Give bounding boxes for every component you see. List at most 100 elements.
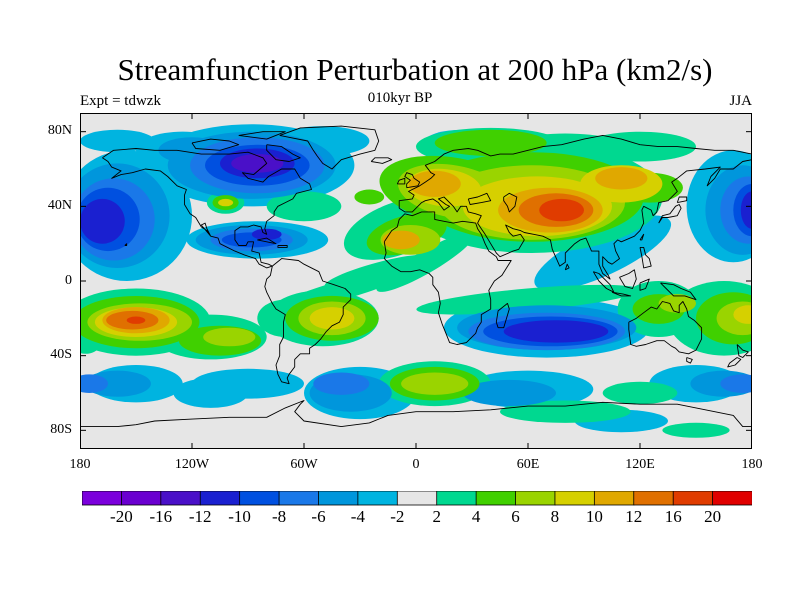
contour-fill: [669, 424, 723, 436]
contour-fill: [416, 284, 640, 315]
coastline: [639, 246, 652, 269]
coastline: [619, 269, 637, 289]
contour-fill: [462, 379, 556, 407]
contour-fill: [382, 230, 420, 250]
colorbar-swatch: [712, 491, 752, 506]
coastline: [396, 177, 406, 185]
coastline: [370, 157, 393, 164]
colorbar-swatch: [475, 491, 517, 506]
coastline: [676, 196, 688, 204]
coastline: [277, 245, 288, 248]
streamfunction-map: [80, 113, 752, 449]
colorbar-swatch: [554, 491, 596, 506]
coastline: [639, 278, 650, 291]
season-label: JJA: [729, 93, 752, 109]
colorbar-swatch: [318, 491, 359, 506]
colorbar-swatch: [672, 491, 714, 506]
colorbar-swatch: [396, 491, 438, 506]
lon-label-180w: 180: [69, 457, 91, 472]
lat-label-eq: 0: [65, 273, 72, 288]
colorbar-tick-label: -6: [311, 507, 326, 526]
contour-fill: [434, 129, 547, 156]
lon-label-120e: 120E: [625, 457, 655, 472]
coastline: [266, 144, 301, 162]
coastline: [80, 400, 752, 428]
colorbar-swatch: [633, 491, 674, 506]
map-title: Streamfunction Perturbation at 200 hPa (…: [117, 52, 713, 87]
coastline: [467, 192, 492, 205]
lat-label-40n: 40N: [47, 198, 72, 213]
coastline: [279, 125, 380, 170]
lon-label-60w: 60W: [290, 457, 318, 472]
coastline: [398, 134, 752, 280]
contour-fill: [203, 327, 256, 347]
contour-fill: [584, 131, 696, 162]
coastline: [257, 237, 277, 245]
contour-fill: [313, 372, 370, 395]
colorbar-tick-label: 12: [625, 507, 643, 526]
contour-fill: [126, 316, 146, 324]
coastline: [238, 131, 286, 140]
experiment-label: Expt = tdwzk: [80, 93, 161, 109]
coastline: [124, 243, 128, 246]
colorbar-tick-label: 20: [704, 507, 722, 526]
contour-fill: [80, 129, 155, 153]
contour-fill: [539, 198, 584, 222]
colorbar-tick-label: -8: [272, 507, 287, 526]
colorbar-tick-label: 8: [550, 507, 560, 526]
map-panel: [80, 113, 752, 449]
lon-label-0: 0: [412, 457, 420, 472]
colorbar-tick-label: -12: [188, 507, 212, 526]
contour-fill: [595, 167, 648, 190]
colorbar: [82, 491, 752, 506]
coastline: [191, 138, 240, 151]
lat-label-40s: 40S: [50, 347, 72, 362]
colorbar-tick-label: 10: [585, 507, 603, 526]
contour-fill: [720, 374, 752, 393]
contour-fill: [218, 198, 234, 207]
contour-fill: [80, 374, 108, 393]
colorbar-tick-label: -10: [228, 507, 251, 526]
contour-fill: [733, 305, 752, 324]
coastline: [564, 263, 570, 271]
colorbar-swatch: [121, 491, 162, 506]
coastline: [736, 344, 749, 358]
colorbar-tick-label: -2: [390, 507, 405, 526]
lon-label-60e: 60E: [516, 457, 540, 472]
lat-label-80n: 80N: [47, 123, 72, 138]
lat-label-80s: 80S: [50, 422, 72, 437]
coastline: [686, 357, 693, 364]
contour-fill: [658, 294, 696, 313]
colorbar-tick-label: 4: [471, 507, 481, 526]
colorbar-swatch: [199, 491, 241, 506]
coastline: [102, 148, 312, 269]
colorbar-tick-label: 16: [664, 507, 682, 526]
colorbar-swatch: [278, 491, 320, 506]
coastline: [628, 301, 703, 355]
colorbar-swatch: [515, 491, 556, 506]
coastline: [383, 211, 512, 345]
colorbar-tick-label: 6: [511, 507, 520, 526]
lon-label-120w: 120W: [174, 457, 210, 472]
colorbar-tick-label: -16: [149, 507, 173, 526]
contour-fill: [231, 154, 284, 173]
contour-fill: [401, 372, 469, 395]
coastline: [404, 172, 421, 189]
coastline: [495, 302, 510, 329]
coastline: [503, 192, 518, 213]
colorbar-tick-label: 2: [432, 507, 441, 526]
colorbar-swatch: [82, 491, 123, 506]
contour-fill: [602, 381, 678, 405]
contour-fill: [173, 378, 248, 408]
colorbar-swatch: [160, 491, 201, 506]
coastline: [611, 291, 632, 297]
contour-fill: [354, 189, 385, 205]
colorbar-swatch: [239, 491, 280, 506]
coastline: [639, 233, 645, 241]
colorbar-swatch: [593, 491, 635, 506]
coastline: [727, 357, 742, 368]
colorbar-swatch: [357, 491, 398, 506]
colorbar-tick-label: -4: [350, 507, 365, 526]
period-label: 010kyr BP: [367, 90, 433, 106]
contour-fill: [80, 198, 125, 244]
